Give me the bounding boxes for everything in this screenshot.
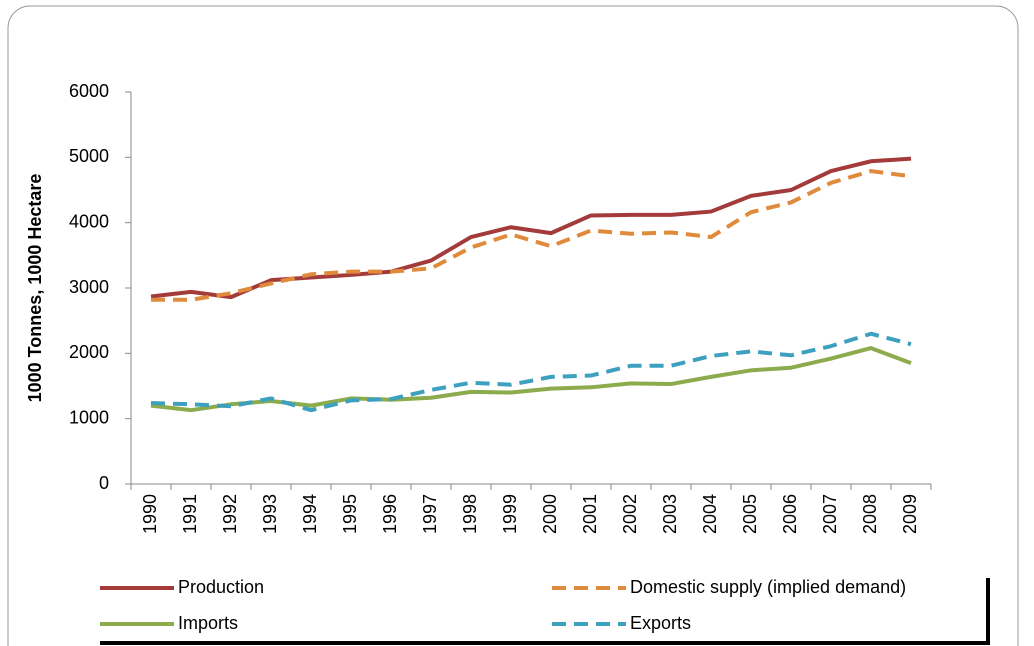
y-tick-label: 0 — [99, 473, 109, 493]
x-tick-label: 1993 — [260, 494, 280, 534]
x-tick-label: 2008 — [860, 494, 880, 534]
x-tick-label: 1994 — [300, 494, 320, 534]
y-tick-label: 4000 — [69, 211, 109, 231]
series-line — [150, 346, 912, 413]
series-line — [150, 156, 912, 300]
y-tick-label: 3000 — [69, 277, 109, 297]
legend-label: Production — [178, 577, 264, 597]
x-tick-label: 1995 — [340, 494, 360, 534]
x-tick-label: 1997 — [420, 494, 440, 534]
x-tick-label: 2002 — [620, 494, 640, 534]
y-tick-label: 6000 — [69, 81, 109, 101]
x-tick-label: 1996 — [380, 494, 400, 534]
x-tick-label: 2006 — [780, 494, 800, 534]
x-tick-label: 2005 — [740, 494, 760, 534]
x-tick-label: 2003 — [660, 494, 680, 534]
x-tick-label: 1999 — [500, 494, 520, 534]
x-tick-label: 2000 — [540, 494, 560, 534]
y-tick-label: 5000 — [69, 146, 109, 166]
x-tick-label: 1992 — [220, 494, 240, 534]
series-line — [150, 331, 912, 413]
x-tick-label: 2007 — [820, 494, 840, 534]
y-axis-label: 1000 Tonnes, 1000 Hectare — [25, 174, 45, 403]
legend-label: Domestic supply (implied demand) — [630, 577, 906, 597]
y-tick-label: 2000 — [69, 342, 109, 362]
legend-label: Imports — [178, 613, 238, 633]
x-tick-label: 1991 — [180, 494, 200, 534]
y-tick-label: 1000 — [69, 407, 109, 427]
x-tick-label: 1998 — [460, 494, 480, 534]
x-tick-label: 2001 — [580, 494, 600, 534]
chart-frame — [7, 5, 1019, 646]
x-tick-label: 2009 — [900, 494, 920, 534]
x-tick-label: 1990 — [140, 494, 160, 534]
x-tick-label: 2004 — [700, 494, 720, 534]
legend-label: Exports — [630, 613, 691, 633]
